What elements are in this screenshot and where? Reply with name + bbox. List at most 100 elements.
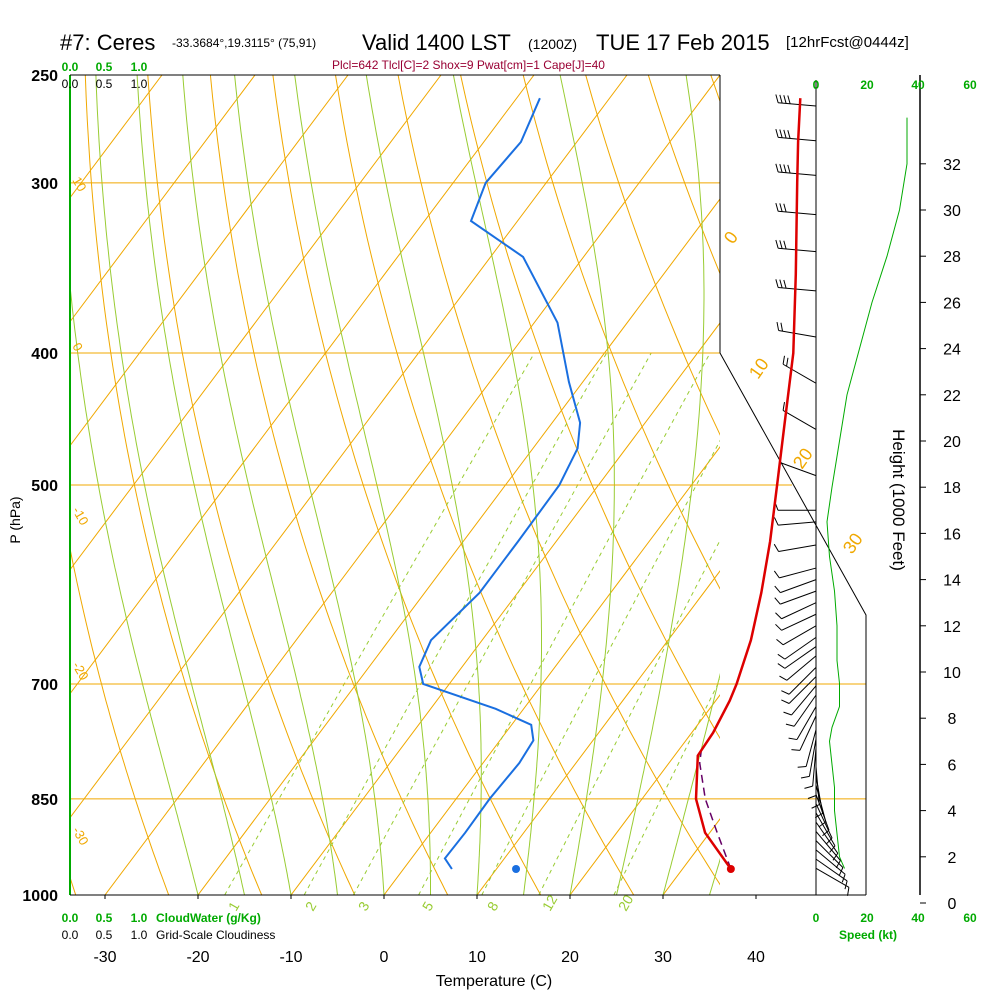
isotherm-line	[476, 570, 720, 895]
dewpoint-line	[418, 97, 582, 870]
wind-barb	[796, 706, 817, 740]
wind-barb	[782, 625, 817, 646]
pressure-tick-label: 700	[31, 677, 58, 694]
moist-adiabat-line	[452, 75, 542, 895]
wind-barb-feather	[779, 203, 783, 212]
wind-barb-feather	[777, 663, 786, 669]
wind-barb	[788, 667, 817, 695]
height-tick-label: 2	[948, 850, 957, 867]
wind-barb-feather	[844, 880, 848, 890]
surface-dewpoint-marker	[512, 865, 521, 874]
wind-barb-feather	[775, 612, 782, 620]
wind-barb-feather	[775, 94, 779, 103]
y-axis-label: P (hPa)	[7, 496, 23, 543]
moist-adiabat-line	[294, 75, 431, 895]
x-tick-label: 10	[468, 949, 486, 966]
speed-tick-bottom: 0	[813, 911, 820, 925]
moist-adiabat-line	[559, 75, 615, 895]
wind-barb	[781, 613, 817, 631]
height-tick-label: 16	[943, 526, 961, 543]
wind-barb-feather	[791, 749, 800, 751]
wind-barb-feather	[787, 164, 791, 174]
wind-barb-feather	[773, 543, 780, 552]
pressure-tick-label: 300	[31, 176, 58, 193]
wind-barb-feather	[775, 623, 782, 631]
wind-barb	[780, 579, 817, 594]
forecast-info: [12hrFcst@0444z]	[786, 34, 909, 51]
wind-barb-feather	[807, 795, 817, 799]
moist-adiabat-line	[662, 672, 720, 895]
moist-adiabat-line	[182, 75, 338, 895]
wind-barb-feather	[783, 279, 787, 289]
wind-barb	[815, 849, 846, 875]
height-tick-label: 24	[943, 342, 961, 359]
wind-barb	[778, 102, 817, 107]
speed-tick-bottom: 60	[963, 911, 977, 925]
moist-adiabat-line	[70, 280, 199, 895]
wind-barb-feather	[818, 821, 827, 828]
wind-barb	[799, 715, 817, 751]
wind-barb-feather	[783, 95, 787, 104]
wind-barb	[815, 821, 839, 854]
wind-barb-feather	[783, 129, 787, 139]
cloudiness-label: Grid-Scale Cloudiness	[156, 928, 275, 942]
dry-adiabat-line	[961, 75, 1000, 895]
cloudiness-tick-top: 0.0	[62, 77, 79, 91]
sounding-parameters: Plcl=642 Tlcl[C]=2 Shox=9 Pwat[cm]=1 Cap…	[332, 58, 605, 72]
x-tick-label: 30	[654, 949, 672, 966]
wind-barb-feather	[774, 597, 781, 605]
wind-barb	[812, 748, 817, 787]
height-tick-label: 20	[943, 434, 961, 451]
speed-tick-top: 60	[963, 78, 977, 92]
wind-barb-feather	[783, 164, 787, 173]
wind-barb-feather	[800, 775, 810, 779]
sounding-series	[418, 97, 802, 874]
wind-barb-feather	[775, 202, 779, 212]
dry-adiabat-line	[272, 75, 542, 895]
pressure-level-lines	[70, 74, 866, 896]
isotherm-line	[70, 75, 349, 447]
wind-barb-feather	[774, 585, 781, 593]
mixing-ratio-label: 2	[302, 899, 320, 914]
wind-barb-feather	[785, 723, 795, 727]
wind-barb	[778, 544, 817, 553]
wind-barb-feather	[779, 240, 783, 249]
mixing-ratio-label: 20	[615, 892, 637, 914]
pressure-tick-label: 500	[31, 478, 58, 495]
mixing-ratio-line	[303, 352, 608, 895]
cloudwater-tick-top: 1.0	[131, 60, 148, 74]
parcel-line	[698, 747, 732, 870]
wind-barb	[784, 646, 817, 669]
wind-barb-feather	[783, 711, 792, 716]
isotherm-line	[569, 694, 720, 895]
isotherm-line	[756, 75, 1000, 895]
wind-barb-feather	[776, 321, 780, 331]
height-tick-label: 12	[943, 619, 961, 636]
wind-barb-feather	[779, 279, 783, 289]
wind-barb	[784, 636, 817, 660]
wind-barb-feather	[782, 401, 785, 411]
dry-adiabat-line	[585, 75, 720, 436]
dry-adiabat-line	[209, 75, 449, 895]
wind-barb	[788, 676, 817, 704]
dry-adiabat-line	[836, 75, 1000, 895]
cloudiness-tick-top: 0.5	[96, 77, 113, 91]
wind-barb	[780, 590, 817, 605]
moist-adiabat-line	[756, 75, 1000, 895]
height-tick-label: 30	[943, 203, 961, 220]
wind-barb-feather	[779, 129, 783, 138]
wind-barb-feather	[829, 845, 836, 853]
wind-barb-feather	[783, 203, 787, 213]
wind-barb-feather	[783, 240, 787, 250]
moist-adiabat-line	[616, 75, 705, 895]
height-tick-label: 0	[948, 896, 957, 913]
cloudiness-tick-bottom: 1.0	[131, 928, 148, 942]
dry-adiabat-line	[397, 75, 720, 886]
speed-tick-top: 40	[911, 78, 925, 92]
mixing-ratio-line	[352, 352, 652, 895]
wind-barb-feather	[847, 887, 850, 896]
plot-frame	[69, 74, 921, 896]
x-tick-label: -20	[186, 949, 209, 966]
